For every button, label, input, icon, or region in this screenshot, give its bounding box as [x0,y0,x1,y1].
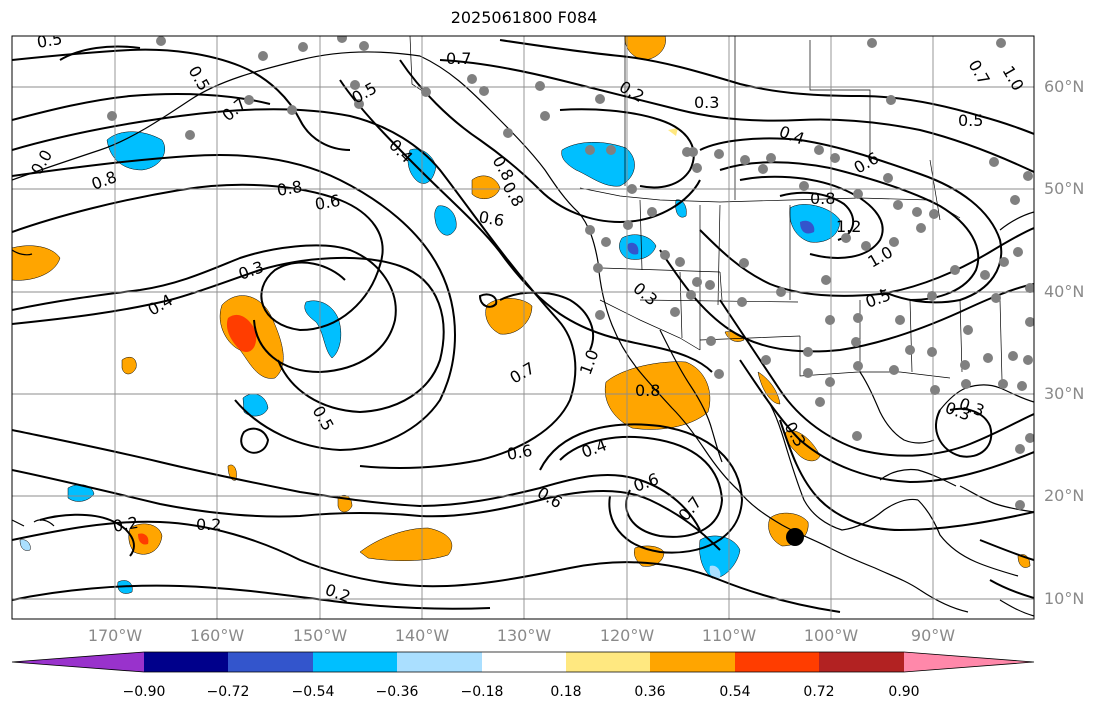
lat-label: 20°N [1044,486,1085,505]
lat-label: 60°N [1044,77,1085,96]
lon-label: 130°W [496,626,552,645]
colorbar-tick-label: 0.18 [550,684,582,700]
contour-label: 0.7 [446,49,471,68]
political-boundaries [409,36,1003,381]
graticule [12,36,1034,619]
contour-label: 0.2 [111,513,139,536]
colorbar-tick-label: 0.36 [634,684,666,700]
colorbar-extend-low [12,652,144,672]
lon-label: 90°W [910,626,956,645]
colorbar [11,651,1035,673]
contour-label: 0.8 [635,381,660,400]
station-dots [107,36,1034,510]
colorbar-tick-label: 0.54 [719,684,751,700]
lon-label: 140°W [394,626,450,645]
contour-label: 0.8 [810,189,835,208]
lon-label: 150°W [292,626,348,645]
coastlines [12,51,1034,617]
lat-label: 30°N [1044,384,1085,403]
colorbar-segment [228,652,313,672]
lat-label: 50°N [1044,179,1085,198]
colorbar-segment [566,652,650,672]
anomaly-shading [12,36,1031,594]
lon-label: 100°W [803,626,859,645]
contour-label: 0.6 [313,191,341,214]
colorbar-segment [650,652,735,672]
contour-label: 0.6 [505,441,533,464]
contour-label: 0.2 [196,515,221,534]
colorbar-segment [397,652,482,672]
contour-label: 0.5 [958,111,983,130]
contour-label: 0.8 [275,177,303,200]
contour-label: 0.6 [477,207,505,230]
colorbar-tick-label: 0.72 [803,684,835,700]
colorbar-segment [819,652,904,672]
colorbar-segment [482,652,566,672]
colorbar-segment [735,652,819,672]
map-background [12,36,1034,619]
contour-label: 1.2 [836,217,861,236]
lon-label: 170°W [87,626,143,645]
colorbar-segment [313,652,397,672]
colorbar-tick-label: −0.18 [460,684,504,700]
contour-label: 0.3 [694,93,719,112]
colorbar-segment [144,652,228,672]
map-frame [11,35,1035,620]
colorbar-tick-label: −0.36 [375,684,419,700]
colorbar-tick-label: −0.90 [122,684,166,700]
storm-center-marker [786,528,804,546]
lat-label: 10°N [1044,589,1085,608]
lon-label: 120°W [599,626,655,645]
colorbar-tick-label: −0.54 [291,684,335,700]
map-title: 2025061800 F084 [450,8,598,27]
contour-lines [12,39,1034,613]
contour-label: 0.5 [35,29,63,52]
lat-label: 40°N [1044,282,1085,301]
lon-label: 160°W [189,626,245,645]
colorbar-tick-label: 0.90 [888,684,920,700]
colorbar-tick-label: −0.72 [206,684,250,700]
contour-labels: 0.5 0.5 0.7 0.2 0.3 0.7 0.8 0.7 0.5 0.5 … [27,29,1028,606]
colorbar-extend-high [904,652,1034,672]
lon-label: 110°W [701,626,757,645]
